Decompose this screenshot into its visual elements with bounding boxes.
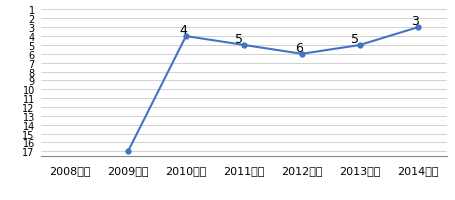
Text: 5: 5: [350, 33, 359, 46]
Text: 6: 6: [294, 41, 302, 54]
Text: 3: 3: [410, 15, 418, 28]
Text: 5: 5: [235, 33, 243, 46]
Text: 4: 4: [179, 24, 187, 37]
